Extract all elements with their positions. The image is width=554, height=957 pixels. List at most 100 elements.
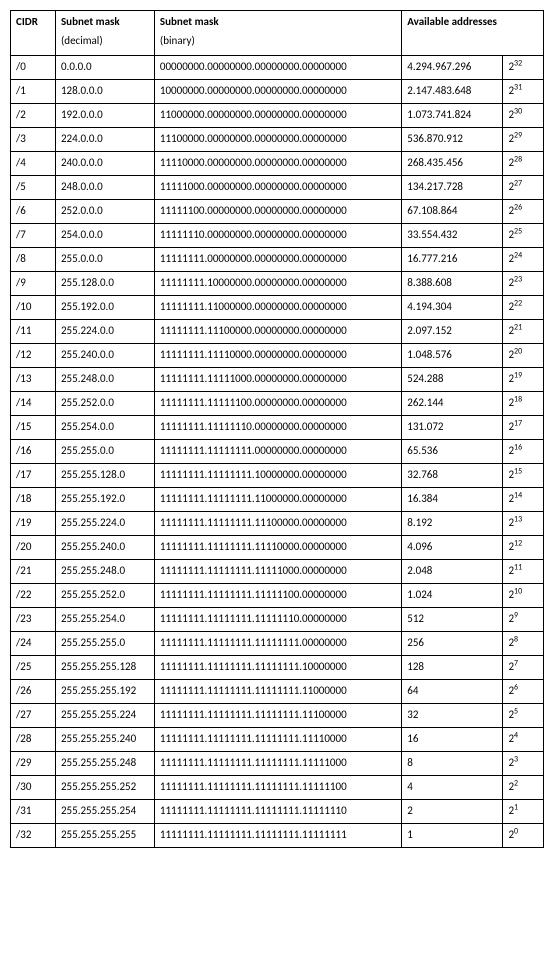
cell-mask-decimal: 255.0.0.0 [55,248,154,272]
cell-count: 262.144 [402,392,503,416]
cell-count: 64 [402,680,503,704]
cell-mask-decimal: 255.128.0.0 [55,272,154,296]
cell-mask-decimal: 255.255.255.128 [55,656,154,680]
cell-mask-binary: 11111111.00000000.00000000.00000000 [154,248,401,272]
power-exponent: 31 [514,82,522,92]
cell-count: 32.768 [402,464,503,488]
table-row: /10255.192.0.011111111.11000000.00000000… [11,296,544,320]
cell-count: 512 [402,608,503,632]
table-row: /19255.255.224.011111111.11111111.111000… [11,512,544,536]
table-row: /16255.255.0.011111111.11111111.00000000… [11,440,544,464]
cell-count: 536.870.912 [402,128,503,152]
cell-count: 4.294.967.296 [402,56,503,80]
power-exponent: 20 [514,346,522,356]
cell-power: 214 [503,488,544,512]
table-row: /4240.0.0.011110000.00000000.00000000.00… [11,152,544,176]
cell-mask-binary: 11111111.11111100.00000000.00000000 [154,392,401,416]
cell-mask-decimal: 252.0.0.0 [55,200,154,224]
cell-cidr: /7 [11,224,56,248]
cell-count: 8.192 [402,512,503,536]
cell-cidr: /24 [11,632,56,656]
cell-power: 215 [503,464,544,488]
header-mask-bin: Subnet mask (binary) [154,11,401,56]
cell-cidr: /32 [11,824,56,848]
cell-power: 221 [503,320,544,344]
cell-mask-binary: 11111111.11111000.00000000.00000000 [154,368,401,392]
cell-mask-binary: 11111111.11111111.11100000.00000000 [154,512,401,536]
header-cidr: CIDR [11,11,56,56]
cell-power: 231 [503,80,544,104]
power-exponent: 7 [514,658,518,668]
table-row: /11255.224.0.011111111.11100000.00000000… [11,320,544,344]
cell-count: 33.554.432 [402,224,503,248]
power-exponent: 18 [514,394,522,404]
cell-count: 128 [402,656,503,680]
power-exponent: 28 [514,154,522,164]
cell-mask-binary: 11100000.00000000.00000000.00000000 [154,128,401,152]
cell-count: 8.388.608 [402,272,503,296]
cell-power: 223 [503,272,544,296]
cell-mask-decimal: 255.255.128.0 [55,464,154,488]
table-row: /14255.252.0.011111111.11111100.00000000… [11,392,544,416]
cell-count: 4 [402,776,503,800]
power-exponent: 10 [514,586,522,596]
cell-mask-decimal: 255.255.254.0 [55,608,154,632]
cell-mask-decimal: 128.0.0.0 [55,80,154,104]
table-row: /6252.0.0.011111100.00000000.00000000.00… [11,200,544,224]
cell-mask-binary: 00000000.00000000.00000000.00000000 [154,56,401,80]
power-exponent: 12 [514,538,522,548]
power-exponent: 3 [514,754,518,764]
header-mask-bin-label: Subnet mask [160,15,219,28]
cell-mask-decimal: 255.254.0.0 [55,416,154,440]
cell-count: 65.536 [402,440,503,464]
cell-cidr: /1 [11,80,56,104]
cell-power: 218 [503,392,544,416]
power-exponent: 9 [514,610,518,620]
cell-power: 20 [503,824,544,848]
cell-power: 222 [503,296,544,320]
cell-cidr: /19 [11,512,56,536]
table-row: /13255.248.0.011111111.11111000.00000000… [11,368,544,392]
cell-cidr: /8 [11,248,56,272]
cell-mask-binary: 11111111.11111111.11111111.11110000 [154,728,401,752]
cell-mask-binary: 11111111.11111110.00000000.00000000 [154,416,401,440]
cell-cidr: /14 [11,392,56,416]
table-row: /8255.0.0.011111111.00000000.00000000.00… [11,248,544,272]
header-avail-label: Available addresses [407,15,497,28]
cell-mask-decimal: 255.255.255.255 [55,824,154,848]
header-mask-dec-label: Subnet mask [61,15,120,28]
cell-cidr: /31 [11,800,56,824]
power-exponent: 2 [514,778,518,788]
cell-power: 27 [503,656,544,680]
cell-power: 212 [503,536,544,560]
cell-count: 2.048 [402,560,503,584]
cell-cidr: /22 [11,584,56,608]
cell-count: 1.024 [402,584,503,608]
cell-mask-binary: 11111111.11111111.11111111.11111000 [154,752,401,776]
cell-mask-binary: 11111111.11111111.11111111.11100000 [154,704,401,728]
cell-count: 268.435.456 [402,152,503,176]
cell-mask-binary: 11110000.00000000.00000000.00000000 [154,152,401,176]
cell-power: 210 [503,584,544,608]
cell-cidr: /10 [11,296,56,320]
table-row: /27255.255.255.22411111111.11111111.1111… [11,704,544,728]
table-row: /7254.0.0.011111110.00000000.00000000.00… [11,224,544,248]
cell-power: 211 [503,560,544,584]
power-exponent: 15 [514,466,522,476]
power-exponent: 14 [514,490,522,500]
table-row: /24255.255.255.011111111.11111111.111111… [11,632,544,656]
cell-mask-decimal: 255.252.0.0 [55,392,154,416]
table-row: /17255.255.128.011111111.11111111.100000… [11,464,544,488]
cell-cidr: /0 [11,56,56,80]
table-row: /23255.255.254.011111111.11111111.111111… [11,608,544,632]
cell-cidr: /9 [11,272,56,296]
cell-cidr: /15 [11,416,56,440]
table-row: /28255.255.255.24011111111.11111111.1111… [11,728,544,752]
power-exponent: 11 [514,562,522,572]
table-row: /2192.0.0.011000000.00000000.00000000.00… [11,104,544,128]
cell-mask-binary: 11111111.11111111.11000000.00000000 [154,488,401,512]
cell-mask-binary: 11111111.11111111.11111111.11111110 [154,800,401,824]
cell-count: 131.072 [402,416,503,440]
cell-mask-decimal: 255.255.255.240 [55,728,154,752]
cell-power: 24 [503,728,544,752]
